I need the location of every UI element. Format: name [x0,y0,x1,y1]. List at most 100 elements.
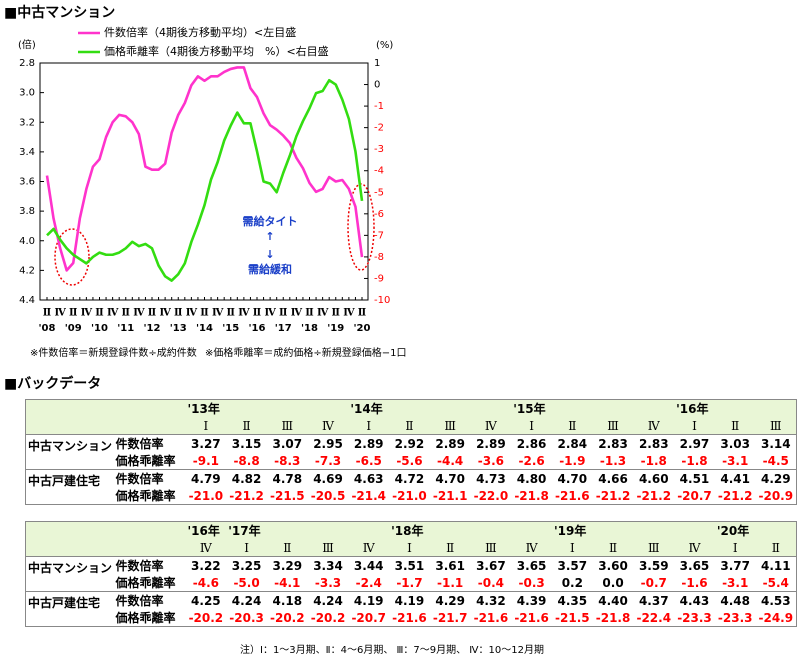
quarter-cell: Ⅱ [714,417,756,435]
value-cell: -21.0 [188,488,224,503]
y-axis-label: (倍) [18,38,36,51]
value-cell: -0.7 [640,575,667,590]
value-cell: -20.3 [229,610,264,625]
value-cell: -24.9 [758,610,794,625]
year-cell: '17年 [226,521,267,539]
year-cell [755,521,797,539]
x-year-label: '16 [249,323,266,334]
series-line [46,78,364,282]
x-tick-label: Ⅱ [253,308,261,319]
quarter-cell: Ⅰ [185,417,227,435]
x-tick-label: Ⅳ [54,308,66,319]
group-label: 中古マンション [25,434,114,470]
value-cell: -1.8 [640,453,667,468]
quarter-cell: Ⅱ [551,417,593,435]
value-cell: -5.6 [396,453,423,468]
value-cell: 3.34 [307,556,349,574]
quarter-cell: Ⅱ [429,539,471,557]
year-cell [307,521,349,539]
value-cell: -20.2 [310,610,346,625]
metric-label: 件数倍率 [113,434,186,452]
x-year-label: '14 [196,323,213,334]
x-tick-label: Ⅳ [343,308,355,319]
chart: (倍) (%) 2.8 3.0 3.2 3.4 3.6 3.8 4.0 4.2 4.4 1 0 -1 -… [18,25,393,334]
x-tick-label: Ⅱ [227,308,235,319]
value-cell: 3.27 [185,434,227,452]
x-tick-label: Ⅳ [133,308,145,319]
chart-note: ※件数倍率＝新規登録件数÷成約件数 [30,348,197,359]
annotation: 需給緩和 [248,262,292,276]
value-cell: 4.37 [633,591,675,609]
section-title: ■バックデータ [4,376,102,392]
x-tick-label: Ⅱ [332,308,340,319]
value-cell: 3.67 [470,556,512,574]
value-cell: -4.5 [762,453,789,468]
value-cell: -5.4 [762,575,789,590]
value-cell: 4.70 [429,469,471,487]
quarter-cell: Ⅱ [226,417,267,435]
value-cell: 3.22 [185,556,227,574]
value-cell: 2.89 [470,434,512,452]
year-cell [266,399,308,417]
y2-tick-label: -3 [374,144,384,155]
quarter-cell: Ⅳ [633,417,675,435]
year-cell [633,521,675,539]
group-label: 中古戸建住宅 [25,591,114,627]
value-cell: -21.2 [595,488,631,503]
value-cell: -2.4 [355,575,382,590]
value-cell: 2.83 [592,434,634,452]
year-row: '16年 '17年 '18年 '19年 '20年 [25,521,797,539]
year-cell: '19年 [551,521,593,539]
quarter-cell: Ⅳ [674,539,715,557]
value-cell: 4.43 [674,591,715,609]
y-tick-label: 3.8 [19,206,35,217]
y-tick-label: 3.2 [19,117,35,128]
value-cell: 3.65 [511,556,552,574]
value-cell: 4.19 [389,591,430,609]
value-cell: -21.1 [432,488,468,503]
value-cell: 4.18 [266,591,308,609]
quarter-cell: Ⅰ [226,539,267,557]
value-cell: 4.80 [511,469,552,487]
x-tick-label: Ⅱ [69,308,77,319]
quarter-cell: Ⅲ [633,539,675,557]
year-cell [389,399,430,417]
value-cell: 4.78 [266,469,308,487]
y2-tick-label: -7 [374,230,384,241]
value-cell: 4.24 [226,591,267,609]
y2-tick-label: -1 [374,101,384,112]
year-row: '13年 '14年 '15年 '16年 [25,399,797,417]
value-cell: 0.2 [561,575,583,590]
quarter-cell: Ⅲ [755,417,797,435]
x-year-label: '18 [301,323,318,334]
x-year-label: '11 [117,323,134,334]
annotation: ↑ [265,230,274,243]
value-cell: -21.6 [473,610,509,625]
x-tick-label: Ⅱ [43,308,51,319]
x-year-label: '09 [65,323,82,334]
x-year-label: '13 [170,323,187,334]
metric-label: 件数倍率 [113,556,186,574]
corner [25,539,186,557]
value-cell: 3.25 [226,556,267,574]
metric-label: 価格乖離率 [115,576,176,590]
year-cell: '20年 [714,521,756,539]
value-cell: -8.3 [274,453,301,468]
value-cell: 2.89 [429,434,471,452]
year-cell [551,399,593,417]
x-year-label: '10 [91,323,108,334]
year-cell: '15年 [511,399,552,417]
legend-label: 件数倍率（4期後方移動平均）<左目盛 [104,25,296,39]
value-cell: -1.6 [681,575,708,590]
value-cell: -21.2 [636,488,672,503]
x-tick-label: Ⅱ [279,308,287,319]
value-cell: 4.70 [551,469,593,487]
year-cell [633,399,675,417]
value-cell: 4.40 [592,591,634,609]
value-cell: 4.73 [470,469,512,487]
table-note: 注）Ⅰ：1～3月期、Ⅱ：4～6月期、 Ⅲ：7～9月期、 Ⅳ：10～12月期 [240,645,544,656]
group-label: 中古マンション [25,556,114,592]
y2-tick-label: -2 [374,123,384,134]
year-cell [307,399,349,417]
